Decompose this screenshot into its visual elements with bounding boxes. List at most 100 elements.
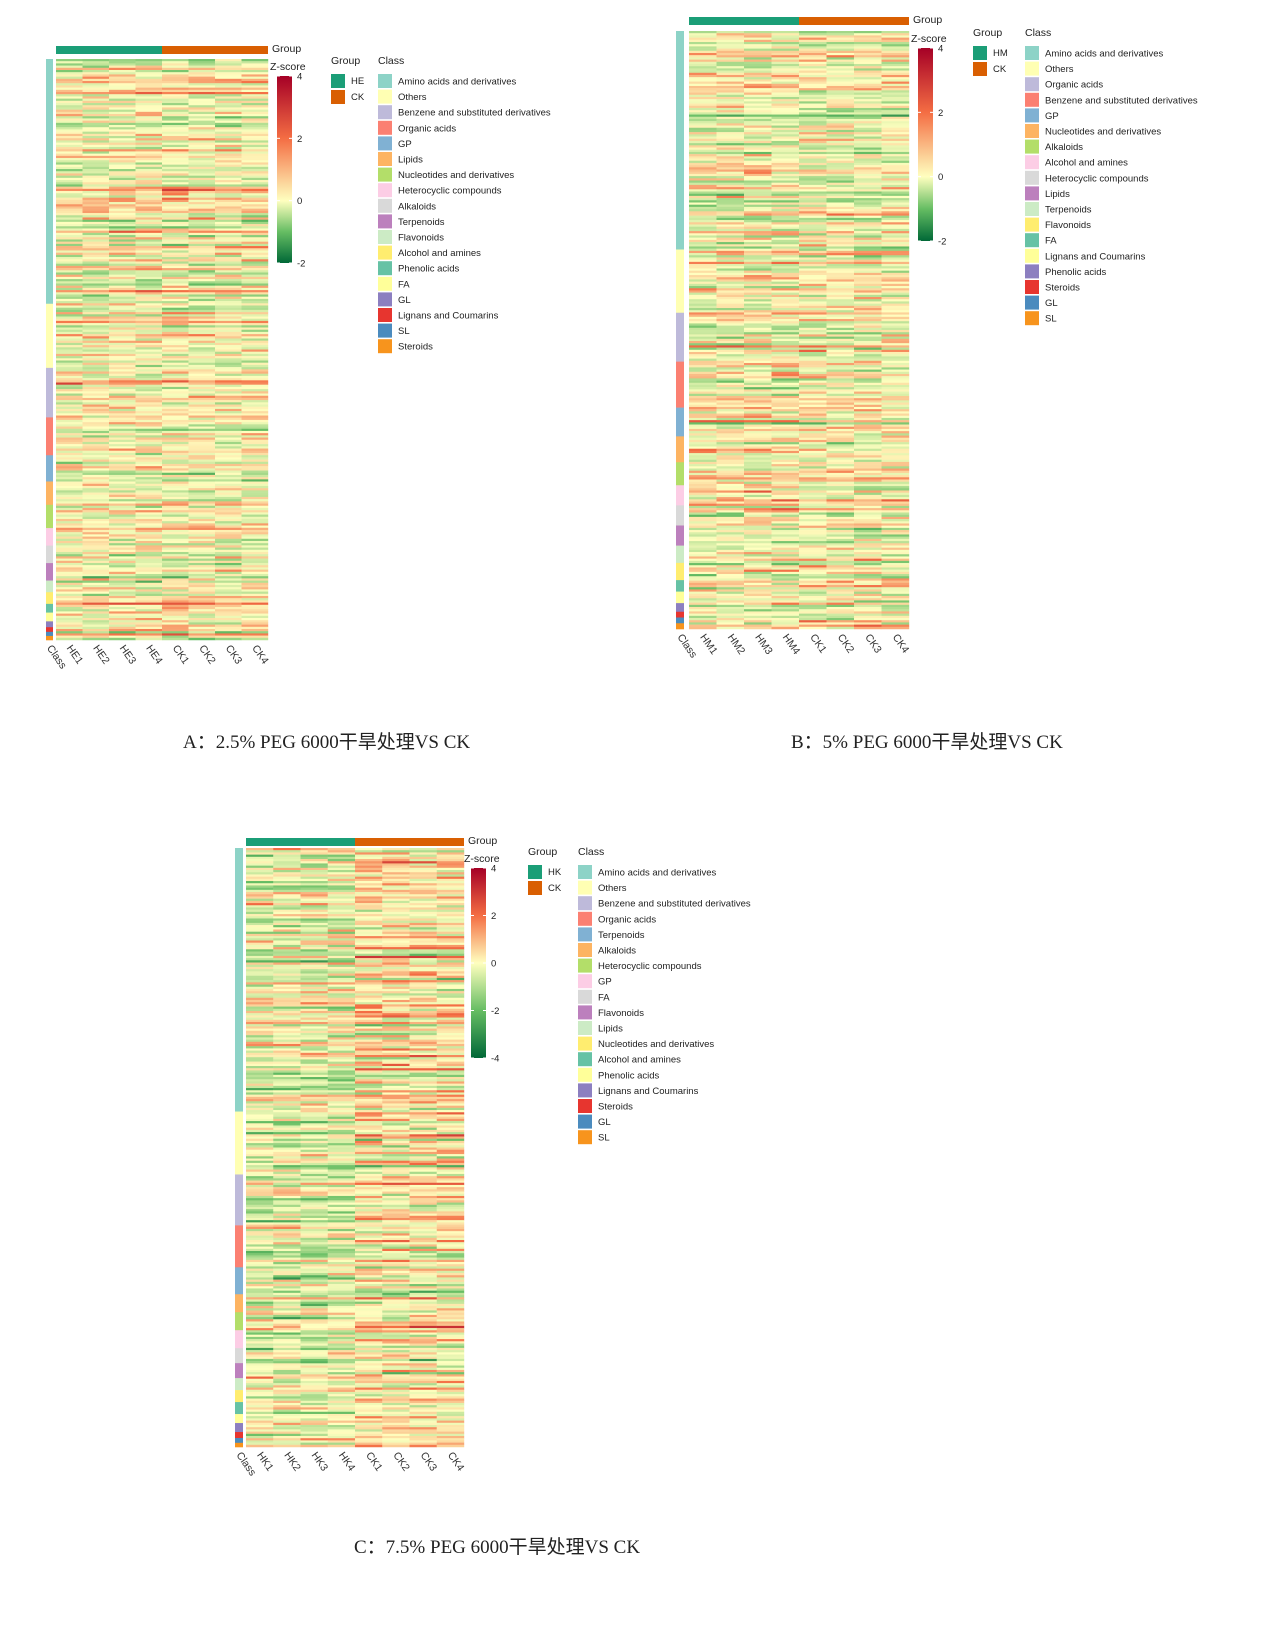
heatmap-cell <box>854 563 882 566</box>
heatmap-cell <box>826 563 855 566</box>
heatmap-cell <box>716 68 745 71</box>
heatmap-cell <box>716 497 745 500</box>
heatmap-cell <box>826 202 855 205</box>
heatmap-cell <box>716 213 745 216</box>
column-label: CK2 <box>835 632 857 656</box>
heatmap-cell <box>188 573 216 577</box>
heatmap-cell <box>854 620 882 623</box>
heatmap-cell <box>826 598 855 601</box>
heatmap-cell <box>241 613 269 617</box>
heatmap-cell <box>689 360 717 364</box>
heatmap-cell <box>56 274 83 278</box>
heatmap-cell <box>826 147 855 150</box>
heatmap-cell <box>188 578 216 581</box>
heatmap-cell <box>744 288 772 291</box>
heatmap-cell <box>771 59 800 63</box>
heatmap-cell <box>881 52 910 56</box>
heatmap-cell <box>689 380 717 384</box>
heatmap-cell <box>135 444 163 447</box>
heatmap-cell <box>716 490 745 493</box>
heatmap-cell <box>135 243 163 247</box>
heatmap-cell <box>109 516 136 520</box>
heatmap-cell <box>241 162 269 165</box>
heatmap-cell <box>771 310 800 313</box>
heatmap-cell <box>881 169 910 172</box>
heatmap-cell <box>382 925 410 928</box>
heatmap-cell <box>826 543 855 546</box>
heatmap-cell <box>215 562 242 566</box>
heatmap-cell <box>826 301 855 304</box>
heatmap-cell <box>109 415 136 418</box>
heatmap-cell <box>881 457 910 460</box>
heatmap-cell <box>771 340 800 344</box>
heatmap-cell <box>188 364 216 368</box>
heatmap-cell <box>109 448 136 451</box>
heatmap-cell <box>162 505 189 509</box>
heatmap-cell <box>826 193 855 197</box>
heatmap-cell <box>689 61 717 65</box>
heatmap-cell <box>188 325 216 328</box>
heatmap-cell <box>799 501 827 504</box>
heatmap-cell <box>771 362 800 366</box>
heatmap-cell <box>689 116 717 120</box>
heatmap-cell <box>826 235 855 238</box>
heatmap-cell <box>215 543 242 546</box>
heatmap-cell <box>799 354 827 357</box>
heatmap-cell <box>162 351 189 355</box>
heatmap-cell <box>188 283 216 286</box>
heatmap-cell <box>436 991 465 994</box>
heatmap-cell <box>241 294 269 297</box>
heatmap-cell <box>215 142 242 146</box>
heatmap-cell <box>716 74 745 78</box>
heatmap-cell <box>854 290 882 293</box>
heatmap-cell <box>215 560 242 564</box>
heatmap-cell <box>241 395 269 399</box>
heatmap-cell <box>162 224 189 227</box>
heatmap-cell <box>771 336 800 340</box>
group-legend-title: Group <box>331 55 360 67</box>
heatmap-cell <box>56 470 83 473</box>
heatmap-cell <box>215 477 242 480</box>
heatmap-cell <box>188 292 216 295</box>
heatmap-cell <box>689 343 717 346</box>
heatmap-cell <box>355 865 383 869</box>
heatmap-cell <box>109 158 136 161</box>
heatmap-cell <box>854 248 882 252</box>
heatmap-cell <box>109 270 136 273</box>
heatmap-cell <box>109 529 136 533</box>
heatmap-cell <box>241 261 269 264</box>
heatmap-cell <box>436 848 465 851</box>
heatmap-cell <box>854 439 882 443</box>
heatmap-cell <box>162 580 189 584</box>
heatmap-cell <box>826 354 855 357</box>
heatmap-cell <box>109 622 136 625</box>
heatmap-cell <box>744 545 772 548</box>
heatmap-cell <box>436 940 465 943</box>
heatmap-cell <box>689 114 717 117</box>
heatmap-cell <box>771 61 800 65</box>
heatmap-cell <box>881 563 910 566</box>
heatmap-cell <box>355 896 383 899</box>
heatmap-cell <box>689 110 717 113</box>
heatmap-cell <box>82 125 110 128</box>
heatmap-cell <box>799 189 827 192</box>
heatmap-cell <box>82 182 110 185</box>
heatmap-cell <box>135 417 163 421</box>
heatmap-cell <box>135 228 163 231</box>
heatmap-cell <box>689 224 717 227</box>
heatmap-cell <box>188 173 216 176</box>
heatmap-cell <box>409 894 437 897</box>
heatmap-cell <box>82 499 110 502</box>
heatmap-cell <box>771 624 800 628</box>
heatmap-cell <box>799 521 827 524</box>
heatmap-cell <box>188 499 216 502</box>
heatmap-cell <box>162 569 189 573</box>
heatmap-cell <box>771 268 800 271</box>
heatmap-cell <box>716 574 745 577</box>
heatmap-cell <box>716 426 745 430</box>
heatmap-cell <box>241 617 269 621</box>
heatmap-cell <box>854 281 882 285</box>
heatmap-cell <box>241 67 269 71</box>
heatmap-cell <box>799 600 827 603</box>
heatmap-cell <box>771 88 800 91</box>
